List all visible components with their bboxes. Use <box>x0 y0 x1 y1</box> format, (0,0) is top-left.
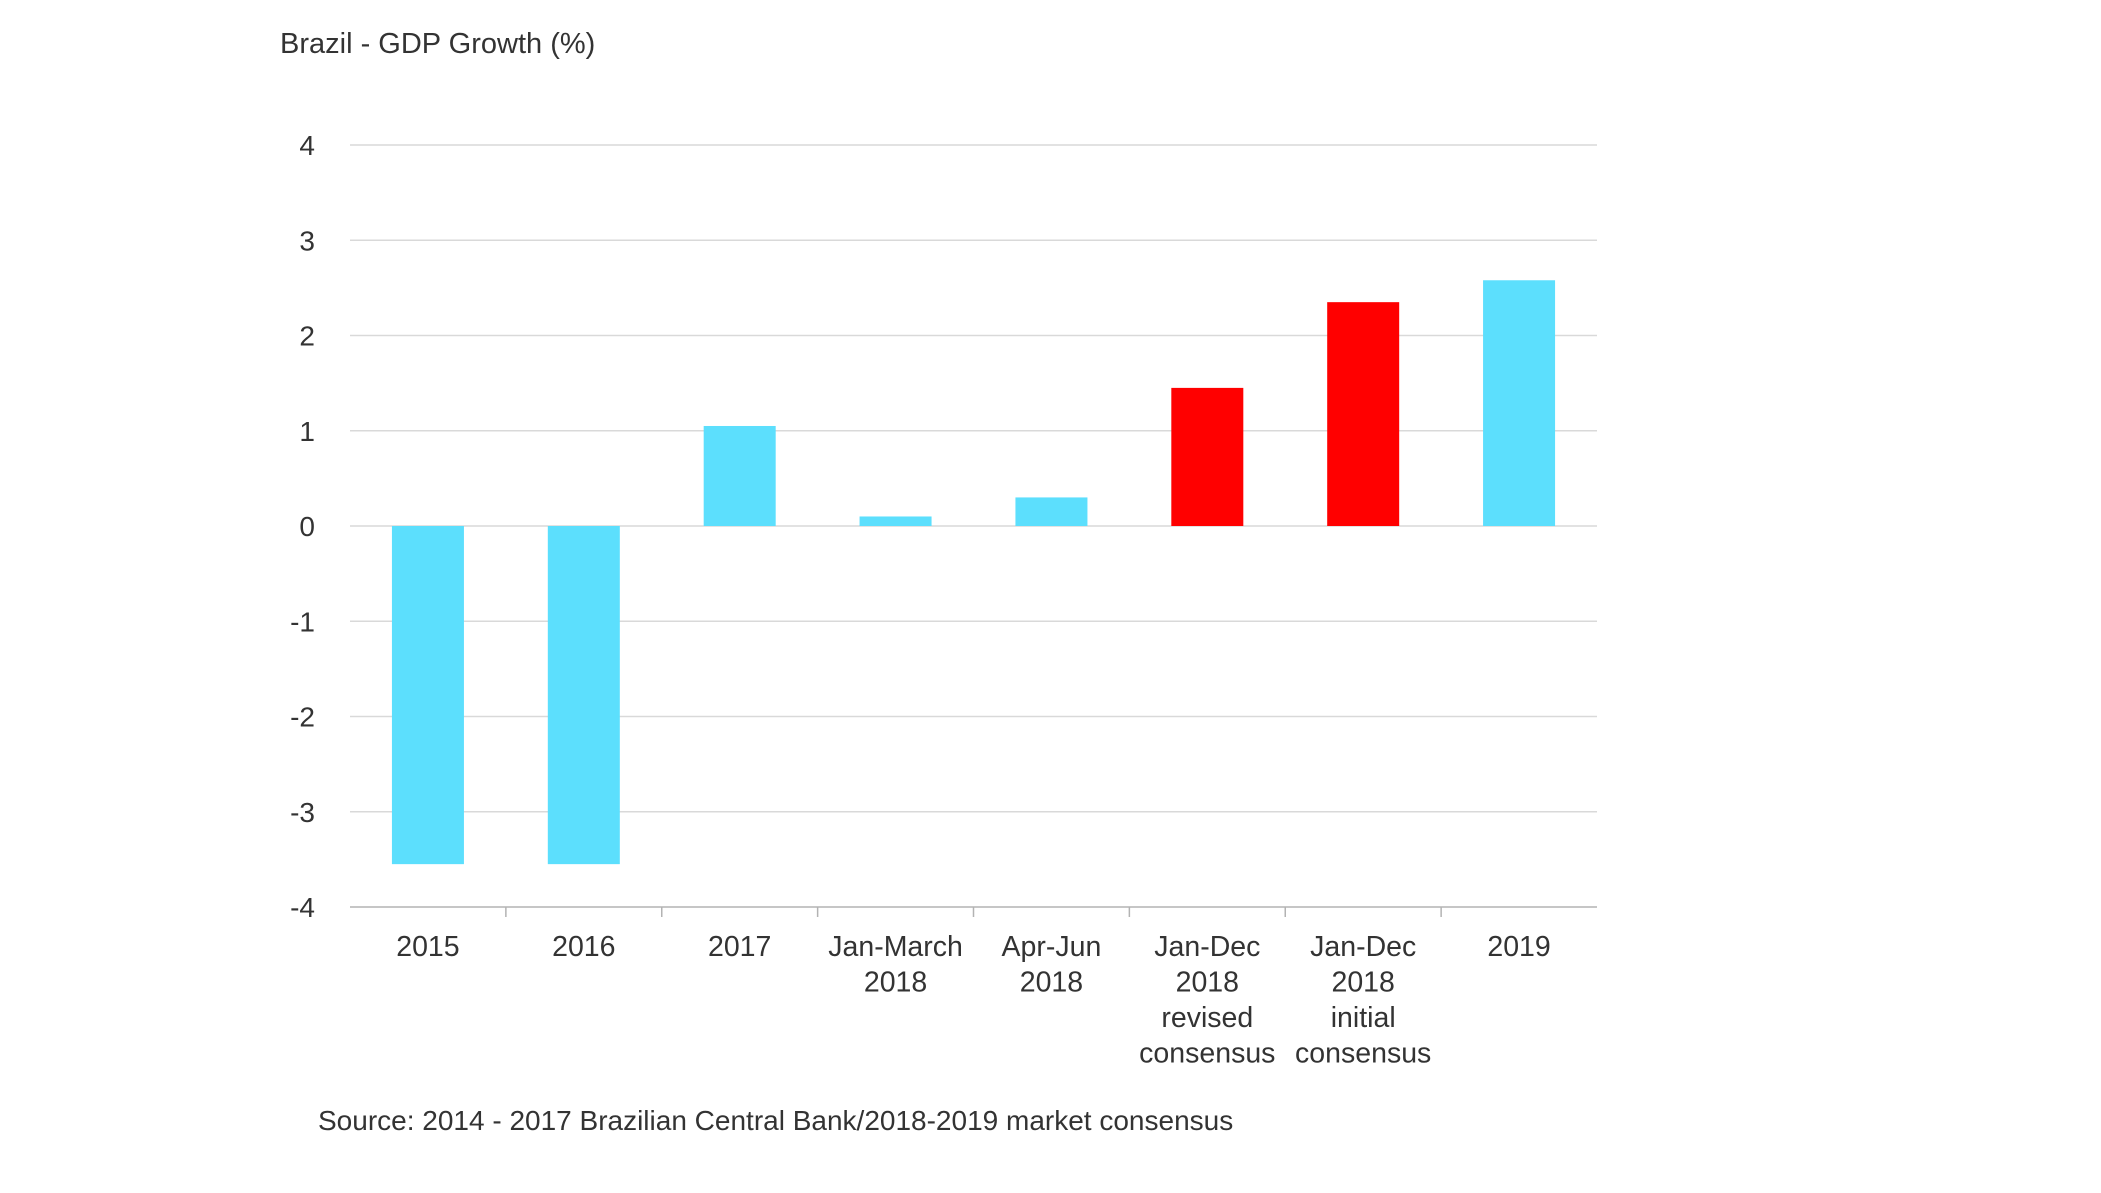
y-tick-label: 0 <box>299 511 315 542</box>
y-tick-label: -4 <box>290 892 315 923</box>
bar-2017 <box>703 425 776 526</box>
y-axis: 4 3 2 1 0 -1 -2 -3 -4 <box>290 130 315 923</box>
bars <box>391 280 1556 865</box>
x-axis <box>350 906 1597 917</box>
x-tick-label: Apr-Jun 2018 <box>1002 931 1102 999</box>
y-tick-label: 3 <box>299 225 315 256</box>
x-axis-labels: 2015 2016 2017 Jan-March 2018 Apr-Jun 2018 Jan-… <box>396 931 1551 1070</box>
bar-jan-march-2018 <box>859 516 932 526</box>
bar-2019 <box>1483 280 1556 526</box>
x-tick-label: 2017 <box>708 931 771 963</box>
x-tick-label: Jan-March 2018 <box>828 931 963 999</box>
y-tick-label: -1 <box>290 606 315 637</box>
chart-source-note: Source: 2014 - 2017 Brazilian Central Ba… <box>318 1105 1234 1136</box>
bar-apr-jun-2018 <box>1015 497 1088 526</box>
x-tick-label: Jan-Dec 2018 initial consensus <box>1295 931 1431 1070</box>
bar-jan-dec-2018-initial-consensus <box>1327 302 1400 526</box>
y-tick-label: 2 <box>299 321 315 352</box>
y-tick-label: -3 <box>290 797 315 828</box>
x-tick-label: 2015 <box>396 931 459 963</box>
bar-2016 <box>547 526 620 865</box>
y-tick-label: 4 <box>299 130 315 161</box>
y-tick-label: 1 <box>299 416 315 447</box>
x-tick-label: Jan-Dec 2018 revised consensus <box>1139 931 1275 1070</box>
x-tick-label: 2019 <box>1487 931 1550 963</box>
x-tick-label: 2016 <box>552 931 615 963</box>
bar-jan-dec-2018-revised-consensus <box>1171 387 1244 526</box>
gridlines <box>350 144 1597 813</box>
chart-title: Brazil - GDP Growth (%) <box>280 28 596 60</box>
y-tick-label: -2 <box>290 702 315 733</box>
bar-2015 <box>391 526 464 865</box>
